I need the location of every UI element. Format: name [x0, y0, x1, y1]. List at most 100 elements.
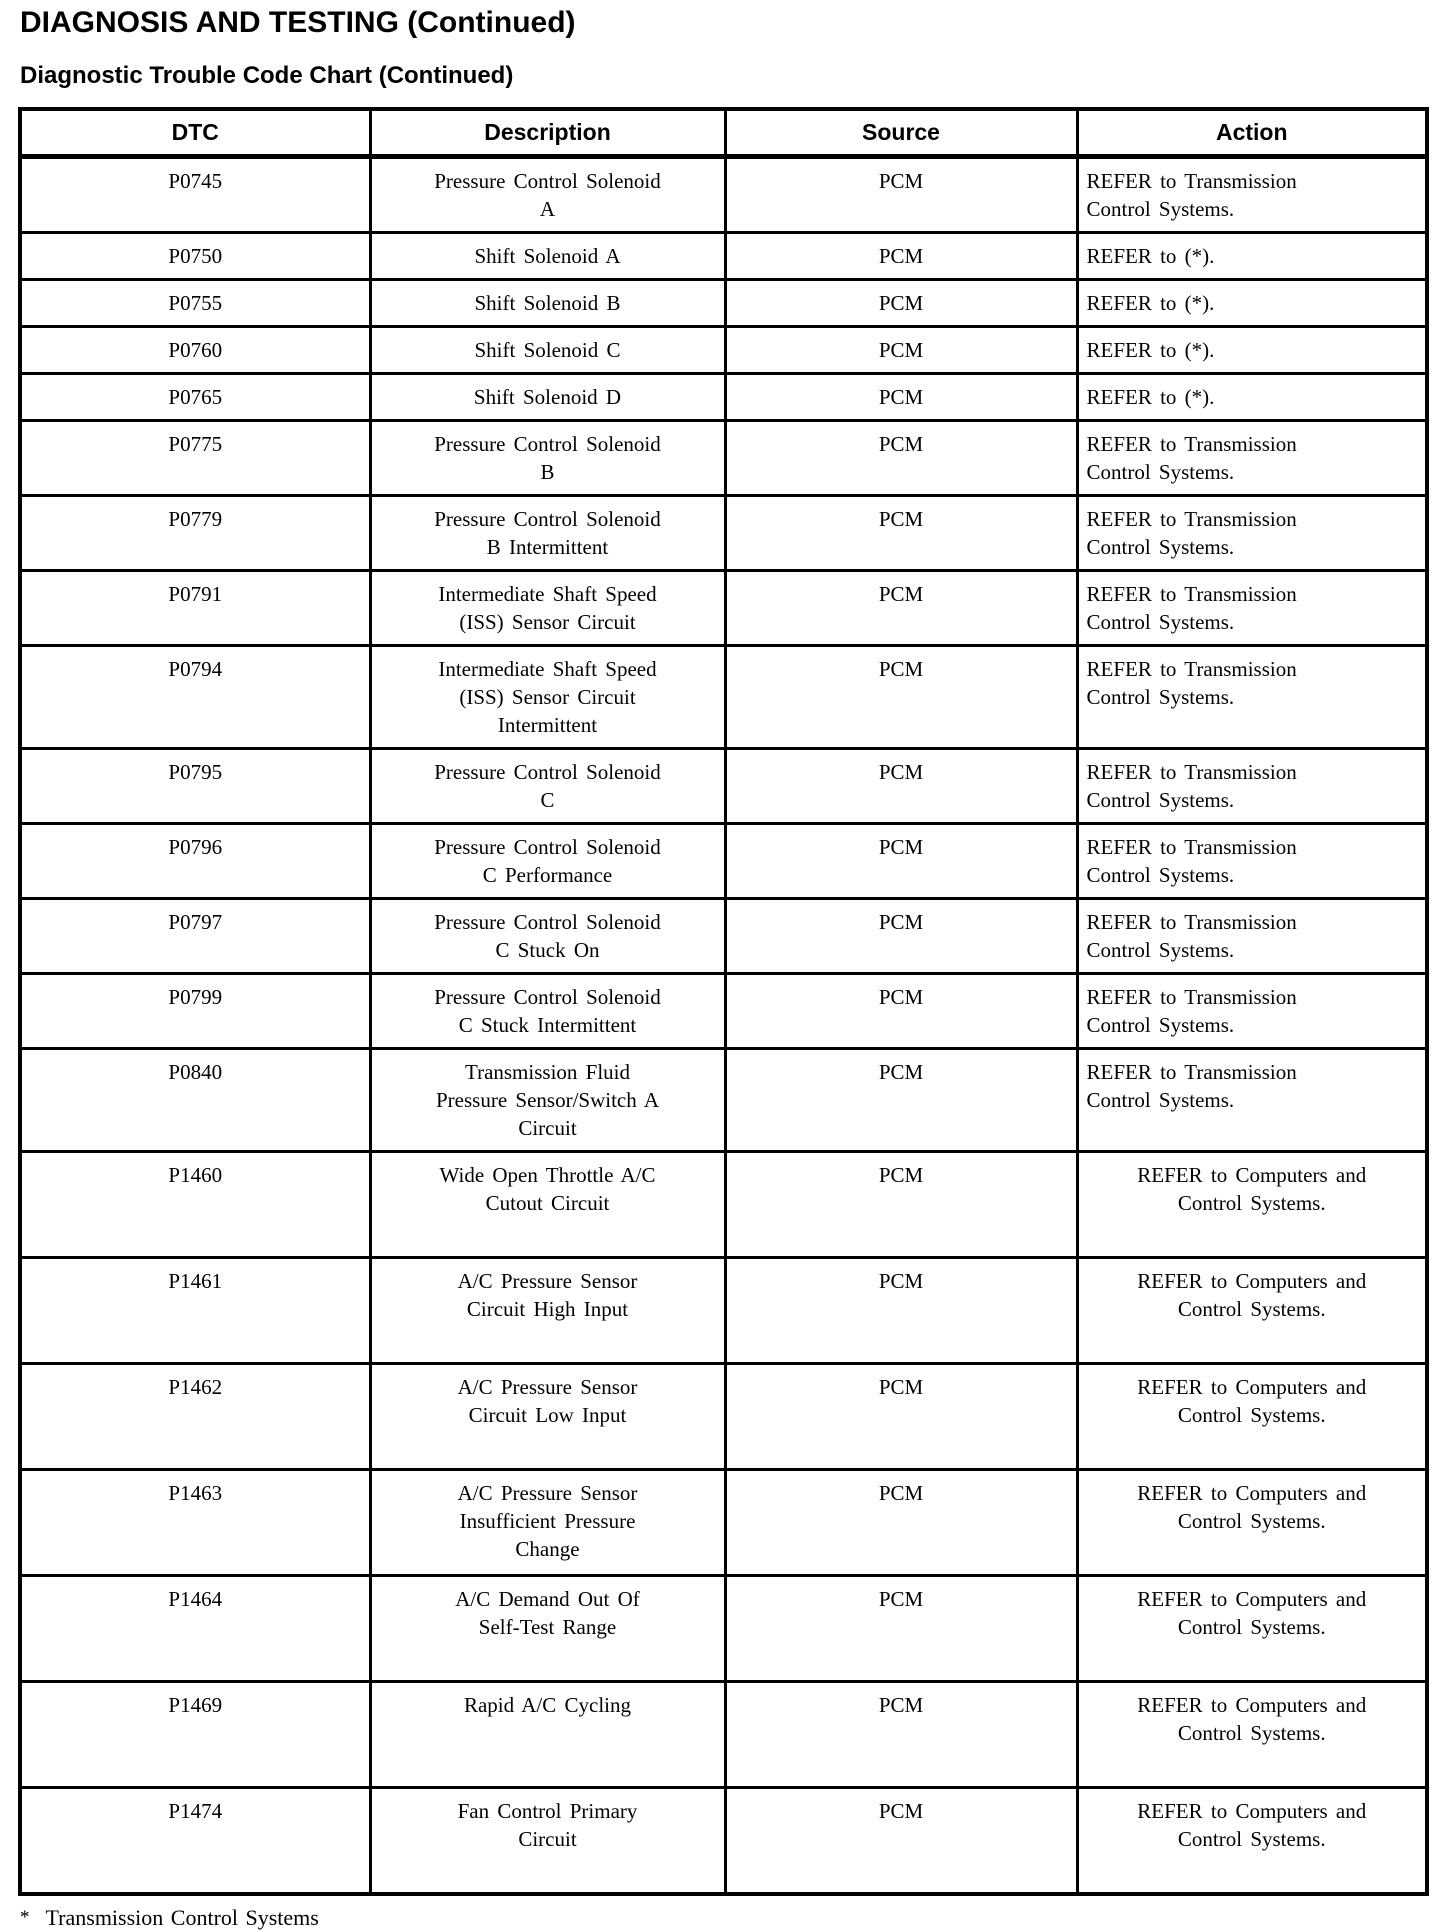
dtc-code-cell: P0799: [18, 972, 372, 1050]
description-cell: Transmission Fluid Pressure Sensor/Switc…: [368, 1047, 727, 1153]
table-row: P0745 Pressure Control Solenoid A PCM RE…: [18, 155, 1429, 234]
source-cell: PCM: [723, 1574, 1079, 1683]
source-cell: PCM: [723, 372, 1079, 422]
action-cell: REFER to Transmission Control Systems.: [1075, 644, 1429, 750]
action-cell: REFER to Transmission Control Systems.: [1075, 494, 1429, 572]
source-cell: PCM: [723, 1362, 1079, 1471]
source-cell: PCM: [723, 1680, 1079, 1789]
description-cell: A/C Demand Out Of Self-Test Range: [368, 1574, 727, 1683]
action-cell: REFER to Computers and Control Systems.: [1075, 1680, 1429, 1789]
dtc-code-cell: P1461: [18, 1256, 372, 1365]
dtc-code-cell: P1462: [18, 1362, 372, 1471]
dtc-code-cell: P1464: [18, 1574, 372, 1683]
table-row: P0779 Pressure Control Solenoid B Interm…: [18, 494, 1429, 572]
table-row: P0840 Transmission Fluid Pressure Sensor…: [18, 1047, 1429, 1153]
table-row: P0795 Pressure Control Solenoid C PCM RE…: [18, 747, 1429, 825]
table-row: P0797 Pressure Control Solenoid C Stuck …: [18, 897, 1429, 975]
action-cell: REFER to Transmission Control Systems.: [1075, 747, 1429, 825]
source-cell: PCM: [723, 1256, 1079, 1365]
action-cell: REFER to Transmission Control Systems.: [1075, 569, 1429, 647]
action-cell: REFER to (*).: [1075, 278, 1429, 328]
action-cell: REFER to Transmission Control Systems.: [1075, 155, 1429, 234]
dtc-code-cell: P1474: [18, 1786, 372, 1896]
table-row: P0750 Shift Solenoid A PCM REFER to (*).: [18, 231, 1429, 281]
source-cell: PCM: [723, 419, 1079, 497]
description-cell: Pressure Control Solenoid B: [368, 419, 727, 497]
action-cell: REFER to Transmission Control Systems.: [1075, 419, 1429, 497]
table-row: P0775 Pressure Control Solenoid B PCM RE…: [18, 419, 1429, 497]
action-cell: REFER to Computers and Control Systems.: [1075, 1362, 1429, 1471]
table-row: P1469 Rapid A/C Cycling PCM REFER to Com…: [18, 1680, 1429, 1789]
page-title: DIAGNOSIS AND TESTING (Continued): [20, 6, 576, 39]
source-cell: PCM: [723, 325, 1079, 375]
source-cell: PCM: [723, 569, 1079, 647]
table-header-row: DTC Description Source Action: [18, 107, 1429, 159]
column-header-action: Action: [1075, 107, 1429, 159]
section-subtitle: Diagnostic Trouble Code Chart (Continued…: [20, 62, 514, 89]
description-cell: Intermediate Shaft Speed (ISS) Sensor Ci…: [368, 644, 727, 750]
dtc-code-cell: P0779: [18, 494, 372, 572]
column-header-dtc: DTC: [18, 107, 372, 159]
table-row: P0755 Shift Solenoid B PCM REFER to (*).: [18, 278, 1429, 328]
dtc-code-cell: P0791: [18, 569, 372, 647]
column-header-description: Description: [368, 107, 727, 159]
table-row: P0794 Intermediate Shaft Speed (ISS) Sen…: [18, 644, 1429, 750]
dtc-code-cell: P0775: [18, 419, 372, 497]
action-cell: REFER to (*).: [1075, 325, 1429, 375]
source-cell: PCM: [723, 1150, 1079, 1259]
dtc-code-cell: P0796: [18, 822, 372, 900]
table-row: P1462 A/C Pressure Sensor Circuit Low In…: [18, 1362, 1429, 1471]
description-cell: Pressure Control Solenoid C Performance: [368, 822, 727, 900]
dtc-code-cell: P0755: [18, 278, 372, 328]
dtc-code-cell: P0795: [18, 747, 372, 825]
dtc-code-cell: P1469: [18, 1680, 372, 1789]
footnote: * Transmission Control Systems: [20, 1905, 1456, 1931]
diagnostic-trouble-code-table: DTC Description Source Action P0745 Pres…: [18, 107, 1429, 1896]
source-cell: PCM: [723, 897, 1079, 975]
action-cell: REFER to Computers and Control Systems.: [1075, 1574, 1429, 1683]
source-cell: PCM: [723, 1468, 1079, 1577]
footnote-text: Transmission Control Systems: [45, 1905, 319, 1930]
table-row: P1464 A/C Demand Out Of Self-Test Range …: [18, 1574, 1429, 1683]
description-cell: Shift Solenoid C: [368, 325, 727, 375]
dtc-code-cell: P0794: [18, 644, 372, 750]
description-cell: Pressure Control Solenoid A: [368, 155, 727, 234]
dtc-code-cell: P0750: [18, 231, 372, 281]
action-cell: REFER to Computers and Control Systems.: [1075, 1786, 1429, 1896]
column-header-source: Source: [723, 107, 1079, 159]
description-cell: Intermediate Shaft Speed (ISS) Sensor Ci…: [368, 569, 727, 647]
action-cell: REFER to (*).: [1075, 372, 1429, 422]
description-cell: Pressure Control Solenoid C Stuck Interm…: [368, 972, 727, 1050]
description-cell: Shift Solenoid B: [368, 278, 727, 328]
table-row: P0799 Pressure Control Solenoid C Stuck …: [18, 972, 1429, 1050]
description-cell: A/C Pressure Sensor Circuit Low Input: [368, 1362, 727, 1471]
source-cell: PCM: [723, 972, 1079, 1050]
description-cell: A/C Pressure Sensor Insufficient Pressur…: [368, 1468, 727, 1577]
action-cell: REFER to Computers and Control Systems.: [1075, 1256, 1429, 1365]
action-cell: REFER to Computers and Control Systems.: [1075, 1150, 1429, 1259]
dtc-code-cell: P0840: [18, 1047, 372, 1153]
dtc-code-cell: P0797: [18, 897, 372, 975]
source-cell: PCM: [723, 278, 1079, 328]
description-cell: A/C Pressure Sensor Circuit High Input: [368, 1256, 727, 1365]
table-body: P0745 Pressure Control Solenoid A PCM RE…: [18, 155, 1429, 1896]
footnote-asterisk-marker: *: [20, 1907, 30, 1928]
action-cell: REFER to Transmission Control Systems.: [1075, 1047, 1429, 1153]
description-cell: Pressure Control Solenoid C: [368, 747, 727, 825]
table-row: P0796 Pressure Control Solenoid C Perfor…: [18, 822, 1429, 900]
description-cell: Fan Control Primary Circuit: [368, 1786, 727, 1896]
dtc-code-cell: P0745: [18, 155, 372, 234]
action-cell: REFER to (*).: [1075, 231, 1429, 281]
source-cell: PCM: [723, 644, 1079, 750]
source-cell: PCM: [723, 1047, 1079, 1153]
description-cell: Shift Solenoid D: [368, 372, 727, 422]
table-row: P0765 Shift Solenoid D PCM REFER to (*).: [18, 372, 1429, 422]
action-cell: REFER to Computers and Control Systems.: [1075, 1468, 1429, 1577]
description-cell: Shift Solenoid A: [368, 231, 727, 281]
table-row: P1460 Wide Open Throttle A/C Cutout Circ…: [18, 1150, 1429, 1259]
table-row: P1474 Fan Control Primary Circuit PCM RE…: [18, 1786, 1429, 1896]
action-cell: REFER to Transmission Control Systems.: [1075, 822, 1429, 900]
table-row: P0760 Shift Solenoid C PCM REFER to (*).: [18, 325, 1429, 375]
action-cell: REFER to Transmission Control Systems.: [1075, 972, 1429, 1050]
source-cell: PCM: [723, 1786, 1079, 1896]
